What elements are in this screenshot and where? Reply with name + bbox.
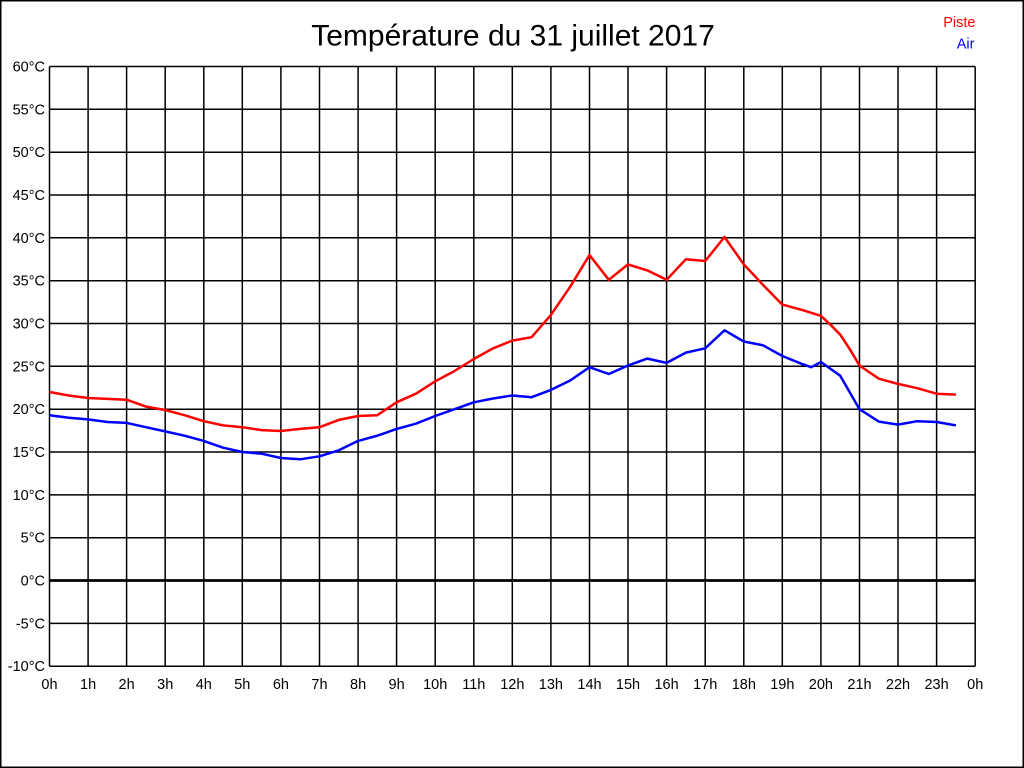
svg-text:30°C: 30°C xyxy=(13,317,45,333)
svg-text:45°C: 45°C xyxy=(13,188,45,204)
svg-text:4h: 4h xyxy=(196,677,212,693)
svg-text:15h: 15h xyxy=(616,677,640,693)
svg-text:1h: 1h xyxy=(80,677,96,693)
svg-text:10h: 10h xyxy=(423,677,447,693)
svg-text:17h: 17h xyxy=(693,677,717,693)
svg-text:10°C: 10°C xyxy=(13,488,45,504)
svg-text:20°C: 20°C xyxy=(13,402,45,418)
svg-text:0h: 0h xyxy=(41,677,57,693)
svg-text:35°C: 35°C xyxy=(13,274,45,290)
svg-text:15°C: 15°C xyxy=(13,445,45,461)
svg-text:13h: 13h xyxy=(539,677,563,693)
svg-text:8h: 8h xyxy=(350,677,366,693)
svg-text:2h: 2h xyxy=(119,677,135,693)
svg-text:-10°C: -10°C xyxy=(8,659,45,675)
svg-text:18h: 18h xyxy=(732,677,756,693)
svg-text:-5°C: -5°C xyxy=(16,616,45,632)
svg-text:Air: Air xyxy=(957,37,975,53)
svg-text:3h: 3h xyxy=(157,677,173,693)
svg-text:Piste: Piste xyxy=(943,15,975,31)
svg-text:55°C: 55°C xyxy=(13,102,45,118)
svg-text:19h: 19h xyxy=(770,677,794,693)
svg-text:50°C: 50°C xyxy=(13,145,45,161)
svg-text:5h: 5h xyxy=(234,677,250,693)
svg-text:14h: 14h xyxy=(577,677,601,693)
svg-text:9h: 9h xyxy=(389,677,405,693)
svg-text:16h: 16h xyxy=(654,677,678,693)
svg-text:60°C: 60°C xyxy=(13,60,45,76)
svg-text:23h: 23h xyxy=(924,677,948,693)
svg-text:20h: 20h xyxy=(809,677,833,693)
svg-text:0°C: 0°C xyxy=(21,574,45,590)
svg-text:5°C: 5°C xyxy=(21,531,45,547)
svg-text:40°C: 40°C xyxy=(13,231,45,247)
svg-text:21h: 21h xyxy=(847,677,871,693)
svg-text:25°C: 25°C xyxy=(13,359,45,375)
svg-text:6h: 6h xyxy=(273,677,289,693)
svg-text:22h: 22h xyxy=(886,677,910,693)
svg-text:12h: 12h xyxy=(500,677,524,693)
svg-text:Température du 31 juillet 2017: Température du 31 juillet 2017 xyxy=(311,20,715,53)
svg-text:0h: 0h xyxy=(967,677,983,693)
svg-text:11h: 11h xyxy=(462,677,485,693)
svg-text:7h: 7h xyxy=(311,677,327,693)
